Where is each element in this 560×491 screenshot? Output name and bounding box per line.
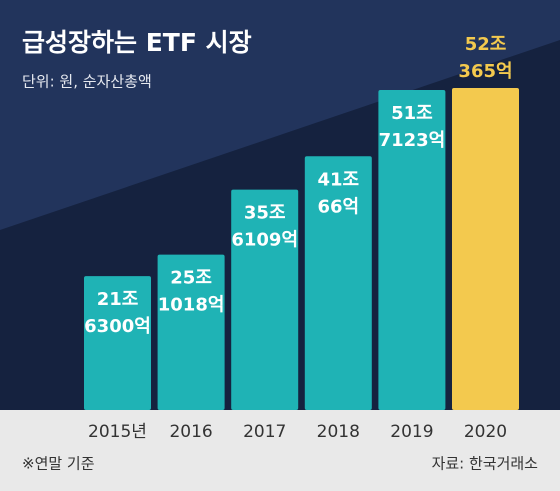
- bar: [304, 156, 372, 410]
- x-tick-label: 2016: [169, 422, 212, 442]
- value-label: 41조: [317, 169, 359, 190]
- value-label: 365억: [458, 61, 512, 82]
- value-label: 21조: [97, 289, 139, 310]
- bar: [231, 189, 299, 410]
- bar: [157, 254, 225, 410]
- value-label: 52조: [465, 34, 507, 55]
- x-tick-label: 2018: [317, 422, 360, 442]
- value-label: 66억: [317, 196, 359, 217]
- bar: [452, 88, 519, 410]
- x-tick-label: 2017: [243, 422, 286, 442]
- value-label: 35조: [244, 203, 286, 224]
- x-tick-label: 2020: [464, 422, 507, 442]
- value-label: 1018억: [158, 295, 225, 316]
- value-label: 51조: [391, 103, 433, 124]
- value-label: 25조: [170, 268, 212, 289]
- chart-subtitle: 단위: 원, 순자산총액: [22, 73, 152, 91]
- value-label: 7123억: [379, 130, 446, 151]
- source: 자료: 한국거래소: [432, 455, 539, 473]
- x-tick-label: 2019: [390, 422, 433, 442]
- footer-background: [0, 410, 560, 491]
- value-label: 6300억: [84, 316, 151, 337]
- background-band: [0, 0, 560, 230]
- x-tick-label: 2015년: [88, 422, 147, 442]
- note: ※연말 기준: [22, 455, 95, 473]
- bar: [378, 90, 446, 411]
- value-label: 6109억: [231, 230, 298, 251]
- chart-title: 급성장하는 ETF 시장: [22, 28, 252, 57]
- bar: [84, 276, 151, 410]
